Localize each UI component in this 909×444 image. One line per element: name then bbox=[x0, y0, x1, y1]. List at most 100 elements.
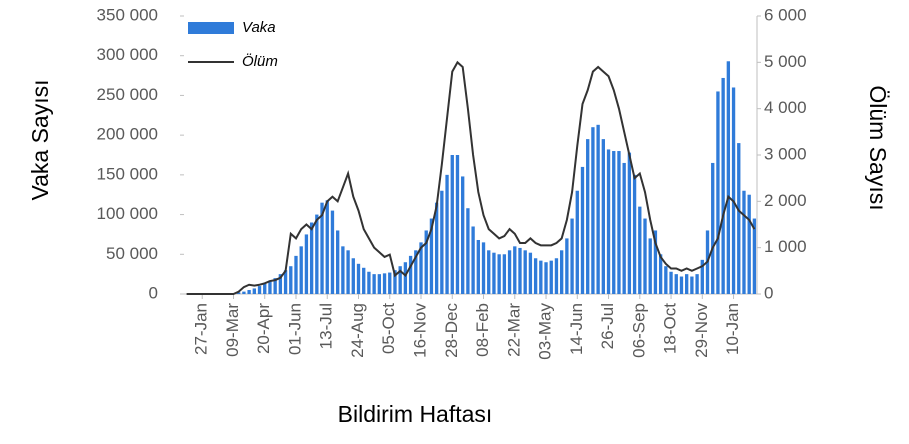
y2-tick-label: 4 000 bbox=[764, 98, 807, 117]
bar bbox=[591, 127, 595, 294]
x-tick-label: 29-Nov bbox=[692, 303, 711, 358]
bar bbox=[737, 143, 741, 294]
y-tick-label: 50 000 bbox=[106, 244, 158, 263]
y-axis-title: Vaka Sayısı bbox=[27, 79, 53, 200]
bar bbox=[268, 280, 272, 294]
bar bbox=[455, 155, 460, 294]
bar bbox=[632, 174, 637, 294]
bar bbox=[341, 246, 345, 294]
bar bbox=[403, 262, 408, 294]
bar bbox=[377, 274, 382, 294]
bar bbox=[721, 77, 725, 294]
bar bbox=[336, 230, 340, 294]
bar bbox=[325, 200, 329, 294]
bar bbox=[523, 250, 527, 294]
bar bbox=[372, 274, 376, 294]
x-tick-label: 14-Jun bbox=[567, 303, 586, 355]
bar bbox=[502, 254, 507, 294]
bar bbox=[747, 194, 751, 294]
bar bbox=[476, 239, 480, 294]
bar bbox=[320, 202, 324, 294]
bar bbox=[278, 274, 283, 294]
bar bbox=[533, 258, 538, 294]
y-tick-label: 150 000 bbox=[97, 164, 158, 183]
bar bbox=[247, 290, 251, 294]
bar bbox=[408, 255, 413, 294]
bar bbox=[711, 162, 715, 294]
bar bbox=[726, 61, 731, 294]
bar bbox=[388, 272, 392, 294]
x-tick-label: 01-Jun bbox=[285, 303, 304, 355]
bar bbox=[289, 266, 293, 294]
bar bbox=[330, 210, 335, 294]
bar bbox=[518, 247, 522, 294]
bar bbox=[299, 246, 303, 294]
legend-label: Vaka bbox=[242, 19, 276, 36]
y-tick-label: 300 000 bbox=[97, 45, 158, 64]
y2-tick-label: 6 000 bbox=[764, 5, 807, 24]
legend-swatch bbox=[188, 22, 234, 34]
x-tick-label: 05-Oct bbox=[379, 303, 398, 354]
bar bbox=[304, 234, 309, 294]
bar bbox=[434, 202, 439, 294]
bar bbox=[367, 271, 371, 294]
y2-tick-label: 5 000 bbox=[764, 52, 807, 71]
bar bbox=[674, 274, 678, 294]
bar bbox=[471, 226, 475, 294]
bar bbox=[539, 260, 543, 294]
bar bbox=[382, 273, 387, 294]
bar bbox=[575, 190, 579, 294]
x-tick-label: 20-Apr bbox=[254, 303, 273, 354]
bar bbox=[565, 238, 569, 294]
y-tick-label: 350 000 bbox=[97, 5, 158, 24]
x-tick-label: 09-Mar bbox=[223, 303, 242, 357]
bar bbox=[461, 176, 465, 294]
bar bbox=[497, 254, 501, 294]
bar bbox=[346, 250, 350, 294]
bar bbox=[596, 124, 600, 295]
bar bbox=[419, 242, 423, 294]
x-tick-label: 28-Dec bbox=[442, 303, 461, 358]
bar bbox=[570, 218, 574, 294]
bar bbox=[492, 252, 496, 294]
y2-tick-label: 1 000 bbox=[764, 237, 807, 256]
bar bbox=[252, 288, 256, 294]
bar bbox=[669, 271, 673, 294]
bar bbox=[362, 267, 366, 294]
bar bbox=[309, 222, 314, 294]
bar bbox=[716, 91, 720, 294]
bar bbox=[513, 246, 517, 294]
bar bbox=[612, 151, 616, 294]
bar bbox=[700, 259, 704, 294]
bar bbox=[586, 139, 590, 294]
y2-tick-label: 0 bbox=[764, 283, 773, 302]
bar bbox=[559, 250, 564, 294]
bar bbox=[606, 149, 611, 294]
x-tick-label: 22-Mar bbox=[504, 303, 523, 357]
bar bbox=[627, 152, 632, 294]
bar bbox=[507, 250, 512, 294]
x-tick-label: 26-Jul bbox=[598, 303, 617, 349]
bar bbox=[554, 258, 559, 294]
bar bbox=[580, 166, 585, 294]
bar bbox=[445, 174, 449, 294]
bar bbox=[263, 283, 267, 294]
bar bbox=[617, 151, 621, 294]
legend-label: Ölüm bbox=[242, 52, 278, 70]
x-tick-label: 27-Jan bbox=[192, 303, 211, 355]
bar bbox=[638, 206, 642, 294]
bar bbox=[752, 218, 757, 294]
bar bbox=[294, 255, 298, 294]
bar bbox=[257, 286, 262, 294]
bar bbox=[622, 162, 626, 294]
bar bbox=[351, 258, 355, 294]
bar bbox=[653, 230, 658, 294]
bar bbox=[742, 190, 746, 294]
bar bbox=[424, 230, 428, 294]
bar bbox=[466, 208, 470, 294]
y-tick-label: 0 bbox=[149, 283, 158, 302]
bar bbox=[679, 276, 684, 294]
bar bbox=[450, 155, 454, 294]
bar bbox=[648, 238, 652, 294]
x-tick-label: 18-Oct bbox=[661, 303, 680, 354]
